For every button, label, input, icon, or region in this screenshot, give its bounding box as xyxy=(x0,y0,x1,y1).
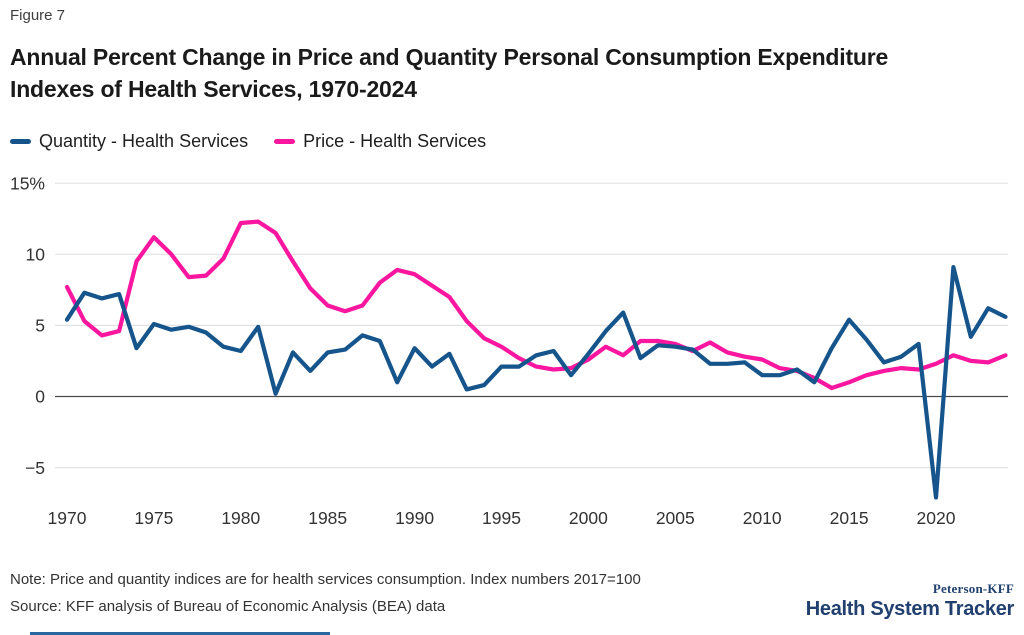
price-line-swatch xyxy=(274,139,296,144)
x-tick-label: 1995 xyxy=(482,508,521,528)
chart-source: Source: KFF analysis of Bureau of Econom… xyxy=(10,598,446,615)
x-tick-label: 1990 xyxy=(395,508,434,528)
y-tick-label: 10 xyxy=(26,245,46,265)
y-tick-label: 0 xyxy=(35,387,45,407)
y-tick-label: −5 xyxy=(25,458,45,478)
x-tick-label: 2000 xyxy=(569,508,608,528)
x-tick-label: 1975 xyxy=(134,508,173,528)
chart-title-line1: Annual Percent Change in Price and Quant… xyxy=(10,44,889,70)
x-tick-label: 1970 xyxy=(48,508,87,528)
x-tick-label: 2005 xyxy=(656,508,695,528)
chart-title-line2: Indexes of Health Services, 1970-2024 xyxy=(10,76,417,102)
legend-label-quantity: Quantity - Health Services xyxy=(39,131,249,151)
price-line[interactable] xyxy=(64,219,1008,391)
health-system-tracker-logo[interactable]: Peterson-KFF Health System Tracker xyxy=(805,581,1015,621)
x-tick-label: 1985 xyxy=(308,508,347,528)
y-tick-label: 15% xyxy=(10,173,45,193)
y-tick-label: 5 xyxy=(35,316,45,336)
legend-item-price[interactable]: Price - Health Services xyxy=(274,131,486,152)
legend-item-quantity[interactable]: Quantity - Health Services xyxy=(10,131,248,152)
logo-health-system-tracker-text: Health System Tracker xyxy=(805,598,1015,620)
legend-label-price: Price - Health Services xyxy=(303,131,487,151)
logo-peterson-kff-text: Peterson-KFF xyxy=(932,581,1014,596)
quantity-line-swatch xyxy=(10,139,31,144)
chart-note: Note: Price and quantity indices are for… xyxy=(10,571,641,588)
cropped-bottom-element xyxy=(30,632,330,635)
figure-label: Figure 7 xyxy=(10,7,66,24)
x-tick-label: 1980 xyxy=(221,508,260,528)
chart-title: Annual Percent Change in Price and Quant… xyxy=(10,41,1016,105)
x-tick-label: 2020 xyxy=(917,508,956,528)
legend: Quantity - Health Services Price - Healt… xyxy=(10,131,486,152)
x-tick-label: 2010 xyxy=(743,508,782,528)
x-tick-label: 2015 xyxy=(830,508,869,528)
quantity-line[interactable] xyxy=(64,265,1008,500)
